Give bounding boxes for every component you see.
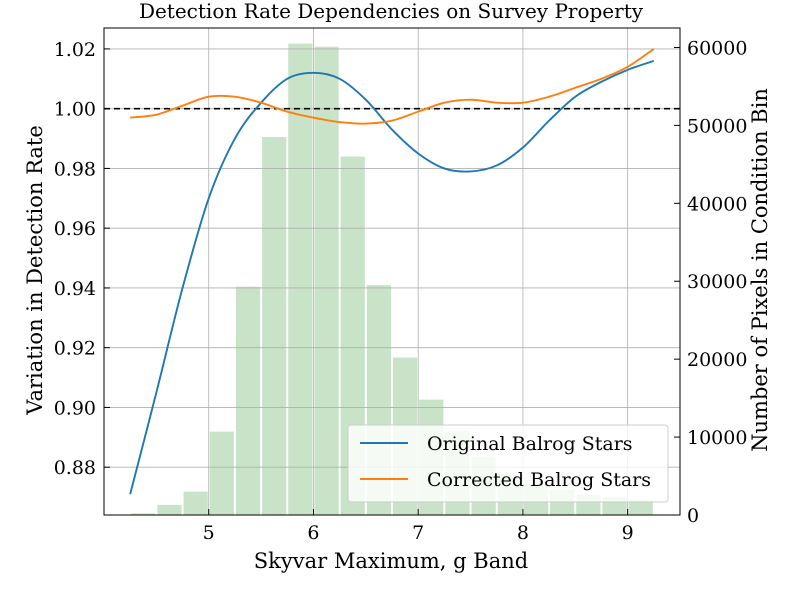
x-tick-label: 9	[622, 522, 634, 544]
y2-tick-label: 10000	[687, 427, 747, 449]
y-tick-label: 0.94	[54, 278, 96, 300]
y-tick-label: 0.96	[54, 218, 96, 240]
legend: Original Balrog Stars Corrected Balrog S…	[347, 424, 669, 503]
histogram-bar	[235, 286, 261, 515]
y-tick-label: 0.88	[54, 457, 96, 479]
y-axis-label: Variation in Detection Rate	[23, 125, 47, 416]
y2-tick-label: 0	[687, 505, 699, 527]
y-tick-label: 0.92	[54, 338, 96, 360]
series-line-corrected	[130, 48, 655, 125]
axes-layer	[103, 27, 681, 516]
y2-tick-label: 30000	[687, 271, 747, 293]
x-tick-label: 7	[412, 522, 424, 544]
histogram-layer	[131, 43, 653, 516]
histogram-bar	[183, 491, 208, 515]
series-line-original	[129, 59, 655, 495]
histogram-bar	[157, 504, 182, 515]
legend-box	[347, 424, 669, 503]
y-tick-label: 0.98	[54, 158, 96, 180]
y2-tick-label: 20000	[687, 349, 747, 371]
x-tick-label: 8	[517, 522, 529, 544]
histogram-bar	[628, 499, 653, 515]
x-tick-label: 6	[307, 522, 319, 544]
y-tick-label: 1.00	[54, 99, 96, 121]
histogram-bar	[288, 43, 313, 516]
plot-frame	[103, 27, 681, 516]
legend-label-corrected: Corrected Balrog Stars	[427, 469, 651, 491]
y-tick-label: 0.90	[54, 397, 96, 419]
ticks-layer: 5 6 7 8 9 0.88 0.90 0.92 0.94 0.96 0.98 1.00 1.02 0 10…	[54, 37, 748, 544]
histogram-bar	[209, 431, 234, 515]
x-axis-label: Skyvar Maximum, g Band	[254, 549, 528, 573]
y2-axis-label: Number of Pixels in Condition Bin	[748, 88, 772, 452]
chart-title: Detection Rate Dependencies on Survey Pr…	[139, 0, 644, 23]
histogram-bar	[131, 513, 156, 515]
y2-tick-label: 50000	[687, 115, 747, 137]
y-tick-label: 1.02	[54, 39, 96, 61]
histogram-bar	[314, 46, 339, 515]
y2-tick-label: 60000	[687, 37, 747, 59]
histogram-bar	[262, 137, 287, 515]
legend-label-original: Original Balrog Stars	[427, 433, 633, 455]
series-layer	[129, 48, 655, 495]
x-tick-label: 5	[203, 522, 215, 544]
y2-tick-label: 40000	[687, 193, 747, 215]
